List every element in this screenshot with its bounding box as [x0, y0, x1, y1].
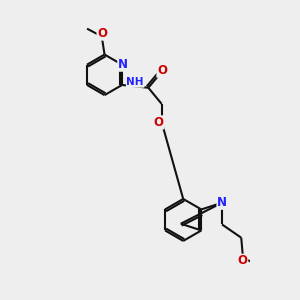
Text: N: N: [217, 196, 227, 209]
Text: O: O: [154, 116, 164, 129]
Text: N: N: [118, 58, 128, 71]
Text: NH: NH: [127, 77, 144, 87]
Text: O: O: [157, 64, 167, 77]
Text: O: O: [238, 254, 248, 267]
Text: O: O: [97, 27, 107, 40]
